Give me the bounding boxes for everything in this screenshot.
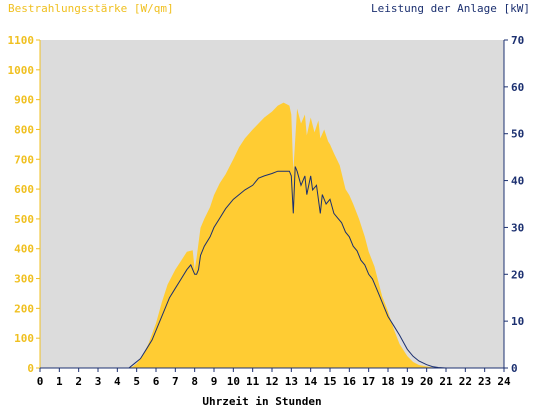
y-left-tick-label: 600 — [14, 183, 34, 196]
y-left-tick-label: 400 — [14, 243, 34, 256]
power-line — [40, 166, 504, 369]
x-tick-label: 23 — [478, 375, 491, 388]
x-tick-label: 8 — [191, 375, 198, 388]
x-tick-label: 20 — [420, 375, 433, 388]
x-tick-label: 5 — [133, 375, 140, 388]
x-tick-label: 10 — [227, 375, 240, 388]
y-left-tick-label: 1100 — [8, 34, 35, 47]
x-tick-label: 4 — [114, 375, 121, 388]
y-right-tick-label: 50 — [511, 128, 524, 141]
x-tick-label: 6 — [153, 375, 160, 388]
x-tick-label: 18 — [381, 375, 394, 388]
y-left-tick-label: 500 — [14, 213, 34, 226]
x-tick-label: 12 — [265, 375, 278, 388]
y-right-tick-label: 40 — [511, 175, 524, 188]
x-tick-label: 16 — [343, 375, 357, 388]
y-left-tick-label: 100 — [14, 332, 34, 345]
x-tick-label: 19 — [401, 375, 414, 388]
y-left-tick-label: 0 — [27, 362, 34, 375]
x-tick-label: 0 — [37, 375, 44, 388]
irradiance-area — [40, 102, 504, 368]
y-right-tick-label: 0 — [511, 362, 518, 375]
y-right-tick-label: 70 — [511, 34, 524, 47]
y-left-tick-label: 200 — [14, 302, 34, 315]
x-tick-label: 21 — [439, 375, 453, 388]
y-right-tick-label: 10 — [511, 315, 524, 328]
x-tick-label: 15 — [323, 375, 336, 388]
x-tick-label: 2 — [75, 375, 82, 388]
x-tick-label: 7 — [172, 375, 179, 388]
x-tick-label: 24 — [497, 375, 511, 388]
y-left-tick-label: 800 — [14, 123, 34, 136]
x-tick-label: 22 — [459, 375, 472, 388]
x-tick-label: 14 — [304, 375, 318, 388]
x-axis-title: Uhrzeit in Stunden — [202, 395, 321, 408]
y-left-tick-label: 700 — [14, 153, 34, 166]
x-tick-label: 9 — [211, 375, 218, 388]
y-right-tick-label: 30 — [511, 221, 524, 234]
y-right-tick-label: 20 — [511, 268, 524, 281]
x-tick-label: 11 — [246, 375, 260, 388]
x-tick-label: 1 — [56, 375, 63, 388]
x-tick-label: 13 — [285, 375, 298, 388]
y-right-tick-label: 60 — [511, 81, 524, 94]
y-left-tick-label: 300 — [14, 273, 34, 286]
right-axis-title: Leistung der Anlage [kW] — [371, 2, 530, 15]
y-left-tick-label: 1000 — [8, 64, 35, 77]
y-left-tick-label: 900 — [14, 94, 34, 107]
x-tick-label: 3 — [95, 375, 102, 388]
left-axis-title: Bestrahlungsstärke [W/qm] — [8, 2, 174, 15]
x-tick-label: 17 — [362, 375, 375, 388]
